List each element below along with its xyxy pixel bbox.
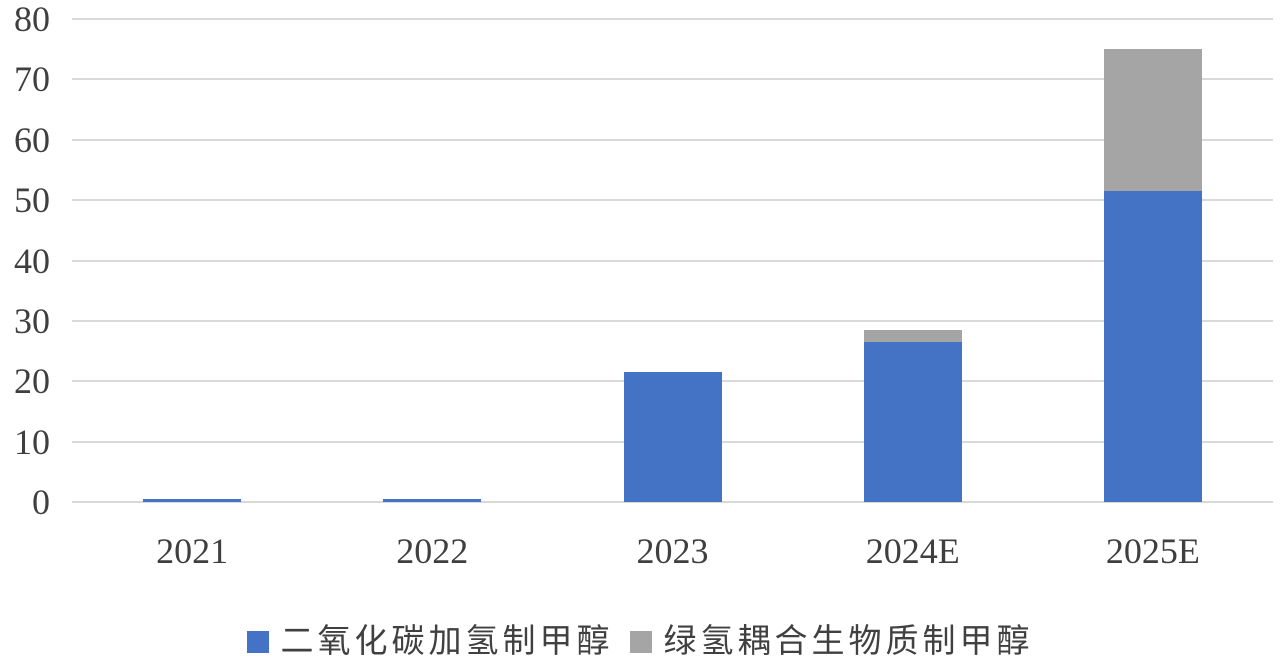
gridline-y-40: [72, 259, 1273, 262]
bar-2023: [623, 372, 722, 502]
legend-label-green-hydrogen-biomass: 绿氢耦合生物质制甲醇: [663, 624, 1034, 660]
bar-segment-2024E-series-1: [863, 330, 962, 342]
gridline-y-0: [72, 501, 1273, 503]
legend-label-co2-hydrogenation: 二氧化碳加氢制甲醇: [280, 624, 614, 660]
x-tick-label-2024E: 2024E: [865, 531, 960, 571]
plot-area: [72, 18, 1273, 503]
bar-segment-2021-series-0: [143, 499, 242, 502]
legend-item-co2-hydrogenation: 二氧化碳加氢制甲醇: [246, 622, 614, 662]
y-tick-label-50: 50: [14, 180, 50, 221]
x-tick-label-2022: 2022: [396, 531, 469, 571]
bar-segment-2025E-series-0: [1103, 191, 1202, 502]
gridline-y-60: [72, 138, 1273, 141]
gridline-y-30: [72, 319, 1273, 322]
x-tick-label-2021: 2021: [156, 531, 229, 571]
legend: 二氧化碳加氢制甲醇 绿氢耦合生物质制甲醇: [0, 622, 1280, 662]
bar-2025E: [1103, 49, 1202, 502]
bar-segment-2023-series-0: [623, 372, 722, 502]
bar-2021: [143, 499, 242, 502]
bar-segment-2025E-series-1: [1103, 49, 1202, 191]
legend-swatch-blue: [246, 631, 269, 653]
y-tick-label-30: 30: [14, 300, 50, 341]
y-tick-label-80: 80: [14, 0, 50, 39]
bar-2024E: [863, 330, 962, 502]
gridline-y-80: [72, 18, 1273, 20]
gridline-y-50: [72, 199, 1273, 202]
y-tick-label-20: 20: [14, 361, 50, 402]
bar-segment-2024E-series-0: [863, 342, 962, 502]
y-tick-label-60: 60: [14, 119, 50, 160]
y-tick-label-0: 0: [32, 482, 50, 522]
gridline-y-70: [72, 78, 1273, 81]
x-tick-label-2025E: 2025E: [1105, 531, 1200, 571]
legend-swatch-gray: [629, 631, 652, 653]
y-tick-label-40: 40: [14, 240, 50, 281]
bar-2022: [383, 499, 482, 502]
x-tick-label-2023: 2023: [636, 531, 709, 571]
y-tick-label-70: 70: [14, 59, 50, 100]
legend-item-green-hydrogen-biomass: 绿氢耦合生物质制甲醇: [629, 622, 1034, 662]
bar-segment-2022-series-0: [383, 499, 482, 502]
y-tick-label-10: 10: [14, 421, 50, 462]
